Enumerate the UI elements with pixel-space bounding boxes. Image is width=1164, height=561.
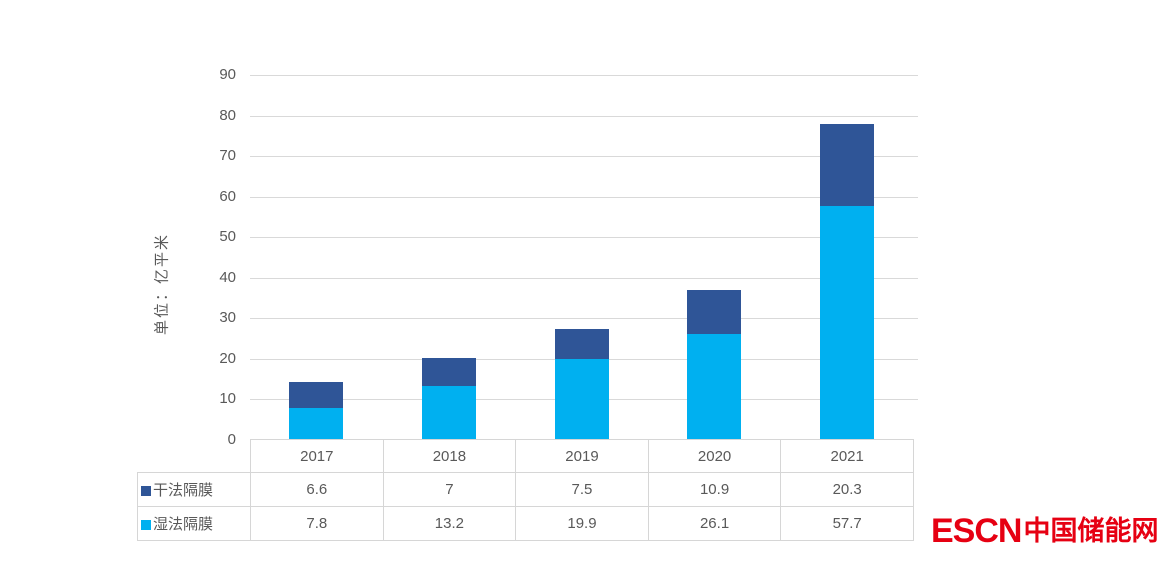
- year-header-cell: 2019: [515, 439, 649, 473]
- gridline: [250, 237, 918, 239]
- year-header-cell: 2020: [647, 439, 782, 473]
- gridline: [250, 318, 918, 320]
- y-tick-label: 70: [219, 147, 236, 165]
- gridline: [250, 156, 918, 158]
- y-tick-label: 80: [219, 106, 236, 124]
- bar-segment-wet-process-separator: [819, 206, 874, 440]
- table-value-cell: 20.3: [780, 472, 914, 507]
- table-value-cell: 26.1: [647, 506, 782, 541]
- y-tick-label: 50: [219, 228, 236, 246]
- table-row-dry-process-separator: 干法隔膜 6.6 7 7.5 10.9 20.3: [137, 472, 914, 507]
- bar-segment-dry-process-separator: [554, 328, 609, 360]
- gridline: [250, 277, 918, 279]
- y-tick-label: 90: [219, 66, 236, 83]
- legend-swatch-wet-process-separator: [141, 520, 151, 530]
- data-table: 2017 2018 2019 2020 2021 干法隔膜 6.6 7 7.5 10.9 20.3 湿…: [137, 439, 914, 541]
- y-tick-label: 10: [219, 390, 236, 408]
- table-value-cell: 19.9: [515, 506, 649, 541]
- year-header-cell: 2017: [250, 439, 384, 473]
- y-tick-label: 20: [219, 349, 236, 367]
- table-value-cell: 7.5: [515, 472, 649, 507]
- bar-segment-wet-process-separator: [421, 386, 476, 440]
- plot-area: [250, 75, 918, 440]
- table-value-cell: 57.7: [780, 506, 914, 541]
- table-corner-spacer: [138, 440, 251, 473]
- legend-cell-dry-process-separator: 干法隔膜: [137, 472, 251, 507]
- table-value-cell: 13.2: [382, 506, 517, 541]
- y-tick-label: 60: [219, 187, 236, 205]
- y-tick-label: 30: [219, 309, 236, 327]
- bar-segment-wet-process-separator: [289, 408, 344, 440]
- gridline: [250, 115, 918, 117]
- year-header-cell: 2018: [382, 439, 517, 473]
- table-row-wet-process-separator: 湿法隔膜 7.8 13.2 19.9 26.1 57.7: [137, 506, 914, 541]
- y-tick-label: 40: [219, 268, 236, 286]
- table-value-cell: 7.8: [250, 506, 384, 541]
- legend-swatch-dry-process-separator: [141, 486, 151, 496]
- table-value-cell: 10.9: [647, 472, 782, 507]
- table-value-cell: 6.6: [250, 472, 384, 507]
- y-tick-label: 0: [227, 431, 236, 448]
- series-name-label: 干法隔膜: [153, 482, 214, 499]
- bar-segment-dry-process-separator: [687, 289, 742, 335]
- gridline: [250, 75, 918, 76]
- bar-segment-wet-process-separator: [554, 359, 609, 440]
- table-value-cell: 7: [382, 472, 517, 507]
- bar-segment-dry-process-separator: [289, 381, 344, 409]
- table-header-row: 2017 2018 2019 2020 2021: [138, 439, 914, 473]
- year-header-cell: 2021: [780, 439, 914, 473]
- bar-segment-dry-process-separator: [421, 358, 476, 387]
- y-axis-title: 单位：亿平米: [153, 232, 171, 336]
- bar-segment-dry-process-separator: [819, 123, 874, 206]
- escn-logo: ESCN 中国储能网: [931, 511, 1159, 551]
- bar-segment-wet-process-separator: [687, 334, 742, 440]
- escn-logo-chinese-text: 中国储能网: [1023, 515, 1159, 546]
- legend-cell-wet-process-separator: 湿法隔膜: [137, 506, 251, 541]
- escn-logo-latin-text: ESCN: [931, 512, 1022, 550]
- series-name-label: 湿法隔膜: [153, 516, 214, 533]
- gridline: [250, 196, 918, 198]
